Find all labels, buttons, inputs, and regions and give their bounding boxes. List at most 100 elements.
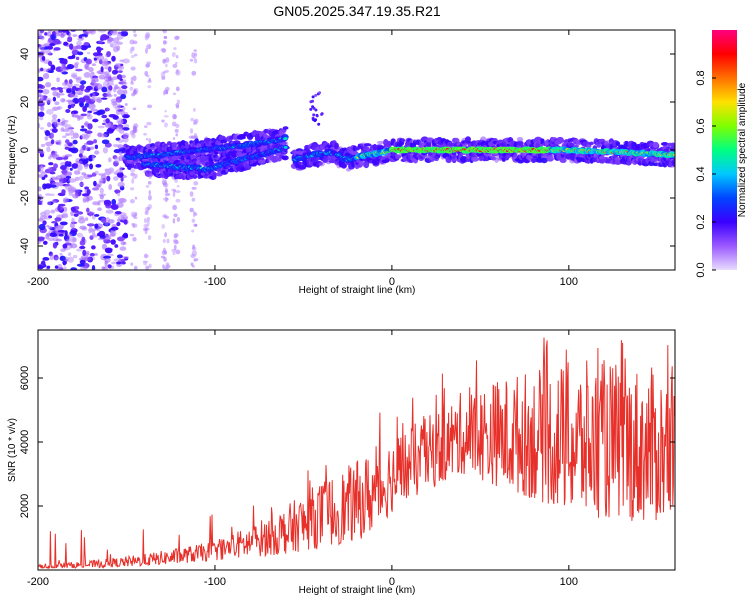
spectrogram-cell: [85, 63, 90, 71]
spectrogram-cell: [146, 216, 150, 222]
spectrogram-cell: [162, 214, 168, 218]
spectrogram-cell: [132, 30, 137, 33]
spectrogram-cell: [192, 213, 196, 218]
spectrogram-cell: [65, 175, 72, 179]
spectrogram-cell: [62, 128, 70, 133]
spectrogram-cell: [85, 58, 92, 65]
spectrogram-cell: [162, 30, 168, 34]
spectrogram-cell: [49, 184, 57, 188]
spectrogram-cell: [69, 43, 74, 50]
spectrogram-cell: [173, 114, 177, 119]
spectrogram-cell: [83, 163, 89, 170]
spectrogram-cell: [51, 182, 57, 185]
spectrogram-cell: [53, 163, 58, 169]
spectrogram-cell: [189, 207, 194, 213]
spectrogram-cell: [109, 232, 116, 237]
spectrogram-cell: [121, 85, 128, 90]
spectrogram-cell: [124, 103, 128, 106]
spectrogram-cell: [104, 247, 113, 251]
spectrogram-cell: [63, 206, 68, 212]
spectrogram-cell: [45, 49, 52, 56]
spectrogram-cell: [83, 173, 91, 180]
spectrogram-cell: [122, 136, 129, 143]
spectrogram-cell: [120, 30, 129, 37]
spectrogram-cell: [117, 197, 126, 203]
spectrogram-cell: [465, 136, 471, 143]
spectrogram-cell: [188, 135, 194, 139]
spectrogram-cell: [58, 139, 62, 146]
spectrogram-cell: [120, 63, 124, 67]
spectrogram-cell: [105, 168, 112, 174]
spectrogram-cell: [99, 194, 104, 200]
figure-title: GN05.2025.347.19.35.R21: [273, 3, 441, 19]
spectrogram-cell: [672, 143, 675, 151]
spectrogram-cell: [67, 256, 75, 263]
spectrogram-cell: [97, 237, 104, 241]
spectrogram-cell: [88, 226, 93, 230]
spectrogram-cell: [79, 259, 86, 265]
spectrogram-cell: [65, 139, 70, 144]
spectrogram-cell: [85, 217, 89, 221]
spectrogram-cell: [147, 80, 152, 83]
spectrogram-cell: [62, 262, 66, 266]
x-tick-label: 100: [560, 576, 578, 588]
spectrogram-cell: [86, 195, 93, 201]
spectrogram-cell: [63, 119, 69, 123]
spectrogram-cell: [122, 255, 130, 260]
spectrogram-cell: [93, 213, 100, 217]
spectrogram-cell: [65, 99, 74, 103]
spectrogram-cell: [160, 47, 166, 52]
spectrogram-cell: [101, 243, 108, 250]
spectrogram-cell: [146, 44, 151, 50]
spectrogram-cell: [193, 259, 197, 262]
spectrogram-cell: [116, 41, 123, 45]
spectrogram-cell: [93, 180, 97, 187]
spectrogram-cell: [165, 187, 168, 193]
spectrogram-cell: [172, 63, 178, 68]
spectrogram-cell: [192, 244, 196, 250]
spectrogram-cell: [71, 105, 75, 108]
spectrogram-cell: [173, 213, 178, 218]
spectrogram-cell: [42, 240, 48, 245]
spectrogram-cell: [164, 109, 167, 113]
spectrogram-cell: [133, 125, 137, 130]
spectrogram-cell: [52, 90, 59, 97]
spectrogram-cell: [101, 114, 108, 119]
spectrogram-cell: [146, 121, 152, 126]
spectrogram-cell: [317, 122, 321, 126]
spectrogram-cell: [38, 94, 44, 98]
spectrogram-cell: [106, 107, 110, 111]
spectrogram-cell: [144, 70, 149, 77]
spectrogram-cell: [97, 40, 103, 44]
spectrogram-cell: [101, 139, 110, 145]
spectrogram-cell: [312, 106, 316, 110]
spectrogram-cell: [191, 197, 196, 202]
spectrogram-cell: [64, 230, 68, 237]
spectrogram-cell: [76, 263, 85, 267]
spectrogram-cell: [53, 47, 61, 51]
spectrogram-cell: [173, 239, 178, 243]
spectrogram-cell: [145, 265, 150, 270]
spectrogram-cell: [395, 154, 402, 159]
spectrogram-cell: [143, 125, 148, 128]
spectrogram-cell: [122, 106, 126, 111]
spectrogram-cell: [91, 245, 96, 250]
spectrogram-cell: [78, 217, 86, 224]
spectrogram-cell: [76, 232, 84, 238]
spectrogram-cell: [39, 165, 44, 172]
spectrogram-cell: [86, 223, 95, 227]
spectrogram-cell: [122, 81, 128, 85]
spectrogram-cell: [72, 45, 79, 51]
spectrogram-cell: [38, 265, 44, 270]
spectrogram-cell: [47, 201, 51, 206]
x-tick-label: 100: [560, 276, 578, 288]
spectrogram-cell: [60, 32, 65, 39]
spectrogram-cell: [90, 82, 98, 87]
spectrogram-cell: [172, 191, 176, 198]
spectrogram-cell: [64, 146, 70, 150]
spectrogram-cell: [220, 139, 228, 144]
spectrogram-cell: [79, 80, 87, 85]
colorbar-tick-label: 0.0: [695, 262, 707, 277]
spectrogram-cell: [148, 78, 151, 82]
spectrogram-cell: [111, 55, 116, 62]
